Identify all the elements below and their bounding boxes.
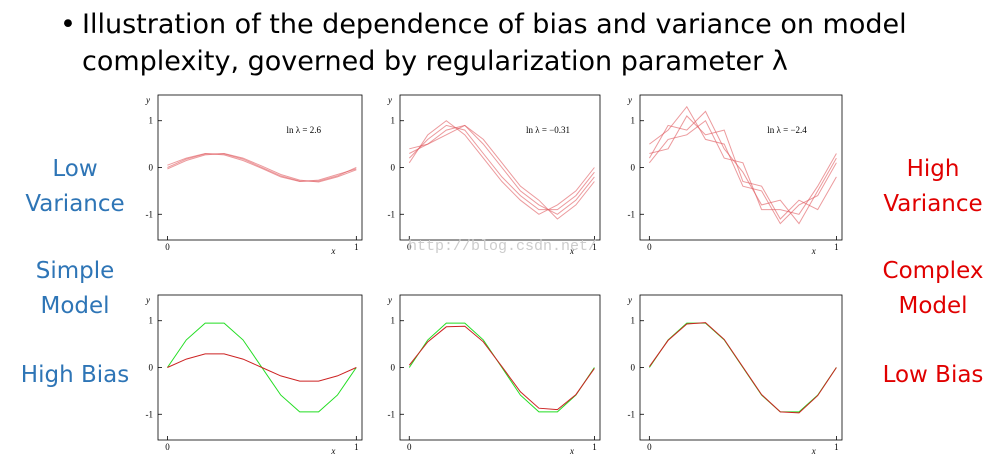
series-line [409,124,595,220]
side-label: Complex [883,258,984,284]
y-tick-label: 1 [631,116,636,126]
x-tick-label: 0 [165,442,170,452]
series-line [408,120,595,215]
series-line [649,119,837,215]
plot-frame [399,94,601,241]
x-axis-label: x [811,446,816,456]
x-tick-label: 0 [165,242,170,252]
side-label: Low [52,156,97,182]
y-tick-label: -1 [388,409,396,419]
series-line [648,110,837,225]
watermark: http://blog.csdn.net/ [408,238,597,255]
x-tick-label: 0 [407,442,412,452]
series-line [408,322,595,413]
x-axis-label: x [811,246,816,256]
side-label: Variance [25,191,124,217]
series-line [408,124,595,211]
x-tick-label: 1 [834,442,839,452]
x-tick-label: 1 [592,242,597,252]
annotation: ln λ = −2.4 [767,125,807,135]
y-tick-label: -1 [628,409,636,419]
side-label: Simple [36,258,115,284]
y-tick-label: 0 [391,363,396,373]
title-line: Illustration of the dependence of bias a… [82,9,907,40]
x-axis-label: x [569,246,574,256]
x-tick-label: 1 [592,442,597,452]
y-tick-label: 1 [391,316,396,326]
x-axis-label: x [330,246,335,256]
plot-frame [639,94,843,241]
plot: -1 0 1 0 1 y x [145,294,363,456]
y-tick-label: 1 [631,316,636,326]
bullet: • [60,9,76,40]
y-axis-label: y [627,295,632,305]
x-axis-label: x [330,446,335,456]
x-tick-label: 1 [354,242,359,252]
y-tick-label: 1 [149,316,154,326]
side-label: Variance [883,191,982,217]
series-line [649,115,837,220]
y-tick-label: 0 [391,163,396,173]
y-tick-label: -1 [628,209,636,219]
y-tick-label: 0 [631,363,636,373]
series-line [167,152,357,183]
series-line [408,325,595,411]
annotation: ln λ = 2.6 [287,125,322,135]
series-line [167,152,357,183]
y-tick-label: -1 [146,209,154,219]
x-axis-label: x [569,446,574,456]
y-tick-label: 1 [149,116,154,126]
plot: -1 0 1 0 1 y x ln λ = −2.4 [627,94,843,256]
side-label: Model [898,293,967,319]
y-axis-label: y [387,95,392,105]
y-tick-label: 0 [149,163,154,173]
y-axis-label: y [387,295,392,305]
plot-frame [399,294,601,441]
plot: -1 0 1 0 1 y x ln λ = −0.31 [387,94,601,256]
y-tick-label: -1 [388,209,396,219]
series-line [167,353,357,382]
x-tick-label: 1 [354,442,359,452]
plot: -1 0 1 0 1 y x [387,294,601,456]
side-label: Low Bias [883,362,984,388]
y-tick-label: -1 [146,409,154,419]
plot-frame [639,294,843,441]
plot: -1 0 1 0 1 y x [627,294,843,456]
plot: -1 0 1 0 1 y x ln λ = 2.6 [145,94,363,256]
x-tick-label: 0 [647,442,652,452]
side-label: High [907,156,960,182]
side-label: High Bias [21,362,129,388]
plot-frame [157,294,363,441]
side-labels: Low Variance Simple Model High Bias High Varia… [21,156,984,388]
y-axis-label: y [145,95,150,105]
annotation: ln λ = −0.31 [526,125,570,135]
y-axis-label: y [145,295,150,305]
series-line [409,124,595,215]
series-line [167,153,357,182]
series-line [649,105,837,225]
y-tick-label: 0 [149,363,154,373]
series-line [648,322,837,414]
y-axis-label: y [627,95,632,105]
y-tick-label: 0 [631,163,636,173]
side-label: Model [40,293,109,319]
x-tick-label: 0 [407,242,412,252]
y-tick-label: 1 [391,116,396,126]
x-tick-label: 1 [834,242,839,252]
title-line: complexity, governed by regularization p… [82,46,788,77]
x-tick-label: 0 [647,242,652,252]
